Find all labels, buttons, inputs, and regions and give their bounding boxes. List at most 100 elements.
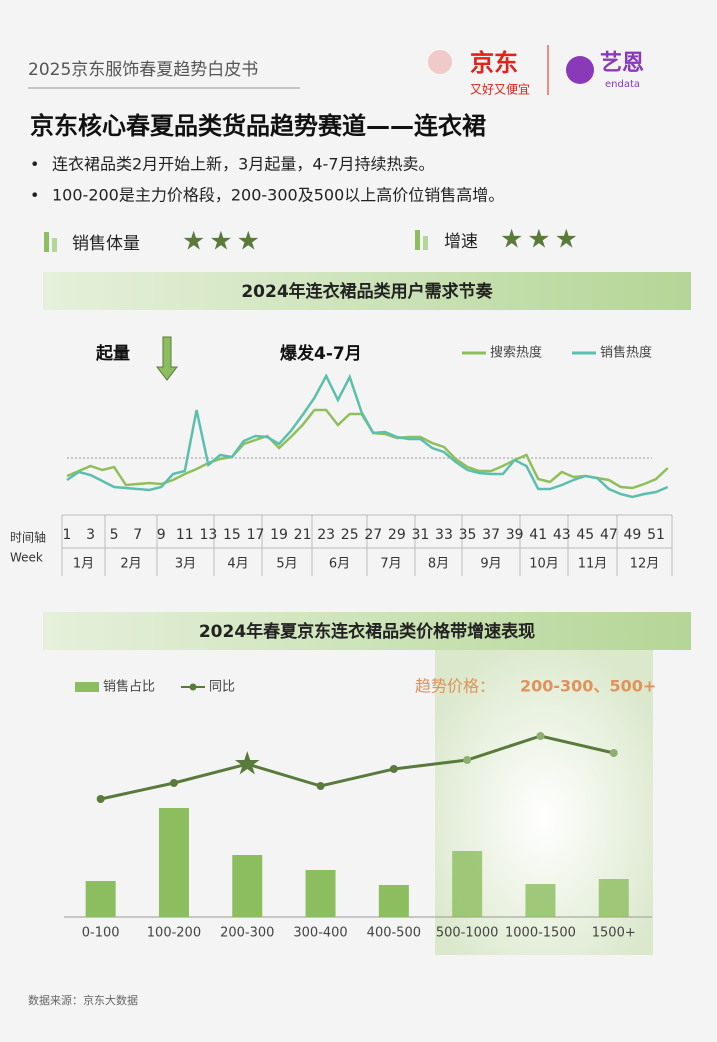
month-label: 9月 bbox=[480, 557, 501, 572]
header-title: 2025京东服饰春夏趋势白皮书 bbox=[28, 60, 258, 80]
bar bbox=[158, 808, 189, 917]
point bbox=[536, 732, 545, 740]
x-tick-label: 11 bbox=[176, 527, 194, 543]
x-tick-label: 300-400 bbox=[293, 926, 347, 941]
rating-label: 销售体量 bbox=[72, 234, 140, 254]
trend-label: 趋势价格： bbox=[415, 677, 495, 696]
rating-icon bbox=[415, 230, 420, 250]
x-tick-label: 33 bbox=[435, 527, 453, 543]
month-label: 7月 bbox=[380, 557, 401, 572]
x-tick-label: 31 bbox=[411, 527, 429, 543]
legend-swatch bbox=[75, 682, 99, 692]
month-label: 5月 bbox=[276, 557, 297, 572]
point bbox=[169, 779, 178, 787]
bullet: 连衣裙品类2月开始上新，3月起量，4-7月持续热卖。 bbox=[52, 155, 435, 174]
x-tick-label: 43 bbox=[553, 527, 571, 543]
rating-stars: ★★★ bbox=[500, 225, 582, 255]
x-tick-label: 19 bbox=[270, 527, 288, 543]
bar bbox=[232, 855, 263, 917]
chart-title: 2024年春夏京东连衣裙品类价格带增速表现 bbox=[199, 621, 535, 642]
x-tick-label: 23 bbox=[317, 527, 335, 543]
legend-swatch bbox=[189, 683, 197, 691]
rating-icon bbox=[52, 238, 57, 252]
month-label: 8月 bbox=[428, 557, 449, 572]
x-tick-label: 1500+ bbox=[592, 926, 636, 941]
month-label: 11月 bbox=[578, 557, 608, 572]
rating-icon bbox=[423, 236, 428, 250]
point bbox=[609, 749, 618, 757]
x-tick-label: 17 bbox=[247, 527, 265, 543]
x-tick-label: 27 bbox=[364, 527, 382, 543]
bar bbox=[525, 884, 556, 917]
bar bbox=[305, 870, 336, 917]
legend-label: 搜索热度 bbox=[490, 345, 542, 361]
rating-label: 增速 bbox=[444, 232, 478, 252]
point bbox=[96, 795, 105, 803]
bullet-dot: • bbox=[30, 155, 39, 174]
rating-stars: ★★★ bbox=[182, 227, 264, 257]
endata-icon bbox=[566, 56, 594, 84]
bullet: 100-200是主力价格段，200-300及500以上高价位销售高增。 bbox=[52, 186, 504, 205]
x-tick-label: 51 bbox=[647, 527, 665, 543]
annotation: 起量 bbox=[95, 343, 130, 364]
section-banner bbox=[43, 272, 691, 310]
x-tick-label: 200-300 bbox=[220, 926, 274, 941]
bar bbox=[85, 881, 116, 917]
x-tick-label: 29 bbox=[388, 527, 406, 543]
chart-title: 2024年连衣裙品类用户需求节奏 bbox=[241, 281, 493, 302]
x-tick-label: 15 bbox=[223, 527, 241, 543]
section-banner bbox=[43, 612, 691, 650]
x-tick-label: 3 bbox=[86, 527, 95, 543]
x-tick-label: 25 bbox=[341, 527, 359, 543]
trend-value: 200-300、500+ bbox=[520, 677, 656, 696]
x-tick-label: 41 bbox=[529, 527, 547, 543]
month-label: 4月 bbox=[227, 557, 248, 572]
month-label: 2月 bbox=[120, 557, 141, 572]
legend-label: 销售热度 bbox=[600, 345, 652, 361]
month-label: 10月 bbox=[529, 557, 559, 572]
x-tick-label: 21 bbox=[294, 527, 312, 543]
arrow bbox=[155, 336, 179, 381]
x-tick-label: 49 bbox=[624, 527, 642, 543]
x-tick-label: 1000-1500 bbox=[505, 926, 576, 941]
series-line bbox=[66, 373, 669, 499]
rating-icon bbox=[44, 232, 49, 252]
bullet-dot: • bbox=[30, 186, 39, 205]
jd-logo: 京东 bbox=[470, 49, 518, 77]
point bbox=[463, 756, 472, 764]
x-tick-label: 7 bbox=[133, 527, 142, 543]
x-tick-label: 37 bbox=[482, 527, 500, 543]
legend-label: 同比 bbox=[209, 680, 235, 695]
x-tick-label: 9 bbox=[157, 527, 166, 543]
x-axis-label: Week bbox=[10, 551, 43, 565]
bar bbox=[452, 851, 483, 917]
source: 数据来源：京东大数据 bbox=[28, 993, 138, 1007]
x-tick-label: 47 bbox=[600, 527, 618, 543]
x-tick-label: 1 bbox=[63, 527, 72, 543]
point-star bbox=[234, 751, 260, 775]
legend-label: 销售占比 bbox=[103, 679, 155, 695]
jd-slogan: 又好又便宜 bbox=[470, 82, 530, 97]
endata-logo: 艺恩 bbox=[600, 50, 644, 76]
x-tick-label: 0-100 bbox=[82, 926, 120, 941]
x-axis-label: 时间轴 bbox=[10, 530, 46, 545]
x-tick-label: 45 bbox=[576, 527, 594, 543]
point bbox=[389, 765, 398, 773]
jd-icon bbox=[428, 50, 452, 74]
x-tick-label: 13 bbox=[199, 527, 217, 543]
x-tick-label: 400-500 bbox=[367, 926, 421, 941]
month-label: 3月 bbox=[175, 557, 196, 572]
x-tick-label: 500-1000 bbox=[436, 926, 499, 941]
page-title: 京东核心春夏品类货品趋势赛道——连衣裙 bbox=[30, 112, 486, 140]
endata-text: endata bbox=[605, 79, 640, 90]
month-label: 1月 bbox=[73, 557, 94, 572]
x-tick-label: 5 bbox=[110, 527, 119, 543]
x-tick-label: 35 bbox=[459, 527, 477, 543]
bar bbox=[598, 879, 629, 917]
x-tick-label: 100-200 bbox=[147, 926, 201, 941]
point bbox=[316, 782, 325, 790]
bar bbox=[378, 885, 409, 917]
series-line bbox=[100, 734, 615, 801]
annotation: 爆发4-7月 bbox=[280, 343, 362, 364]
